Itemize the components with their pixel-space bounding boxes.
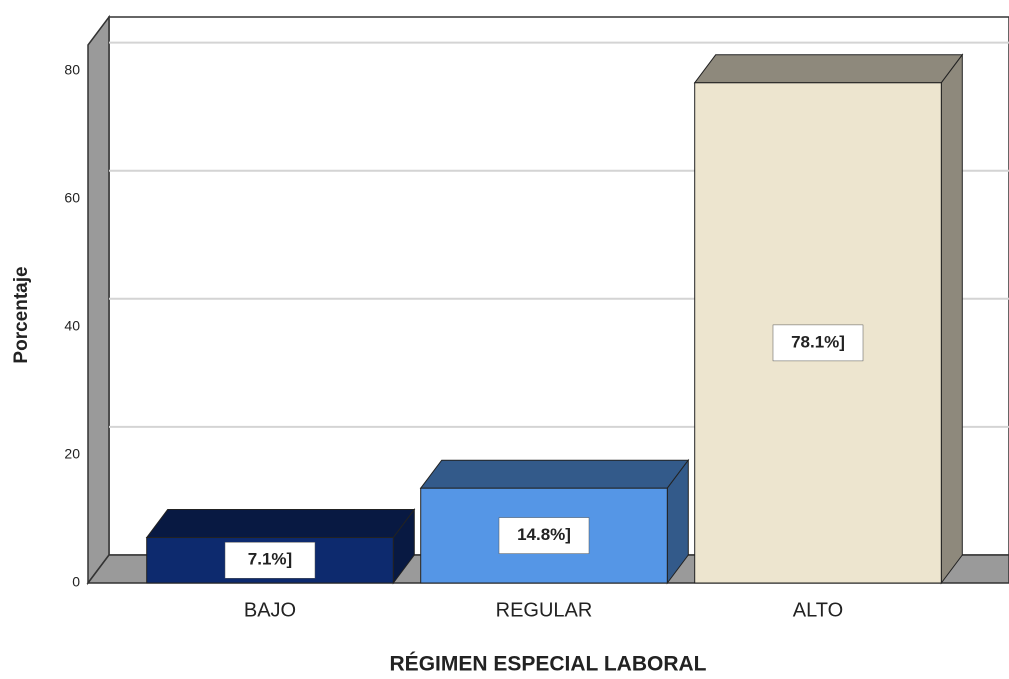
value-label: 78.1%] — [791, 332, 845, 351]
y-tick-label: 0 — [72, 574, 80, 590]
y-tick-label: 60 — [64, 189, 80, 205]
y-tick-label: 40 — [64, 318, 80, 334]
x-tick-label: BAJO — [244, 599, 296, 621]
bar-side — [940, 53, 963, 585]
x-tick-label: ALTO — [793, 599, 843, 621]
bar-top — [693, 54, 964, 84]
side-wall — [87, 14, 110, 586]
value-label-box — [498, 517, 590, 554]
y-tick-label: 80 — [64, 61, 80, 77]
bar-top — [419, 459, 690, 489]
value-label: 14.8%] — [517, 525, 571, 544]
y-tick-label: 20 — [64, 446, 80, 462]
y-axis-title: Porcentaje — [11, 266, 32, 363]
value-label: 7.1%] — [248, 550, 292, 569]
bar-top — [145, 509, 416, 539]
x-tick-label: REGULAR — [496, 599, 593, 621]
value-label-box — [224, 542, 316, 579]
value-label-box — [772, 324, 864, 362]
x-axis-title: RÉGIMEN ESPECIAL LABORAL — [390, 653, 707, 676]
